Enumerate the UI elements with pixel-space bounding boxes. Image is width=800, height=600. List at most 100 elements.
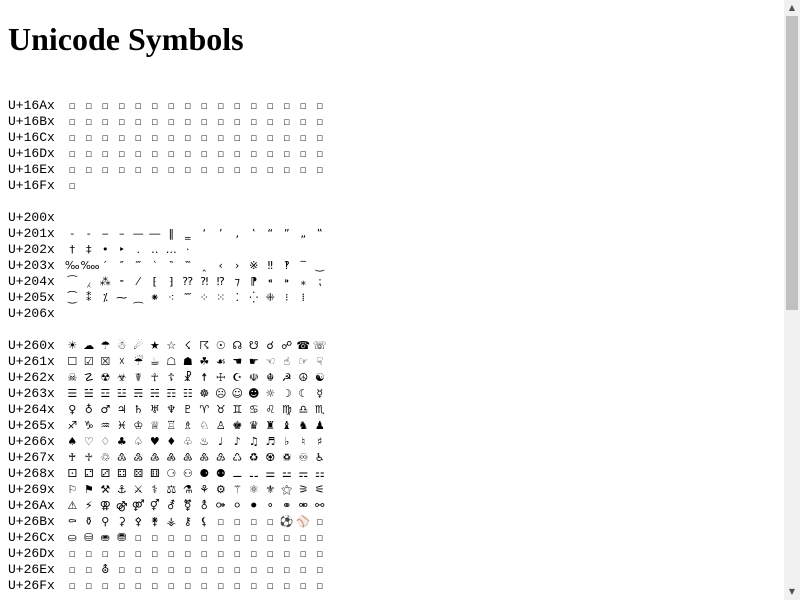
missing-glyph-icon: ▫ xyxy=(200,131,208,144)
glyph: ☮ xyxy=(298,371,309,384)
scrollbar-thumb[interactable] xyxy=(786,16,798,310)
glyph: ☧ xyxy=(183,371,193,384)
missing-glyph-icon: ▫ xyxy=(118,99,126,112)
glyph: ⚬ xyxy=(265,499,275,512)
code-row: U+266x ♠ ♡ ♢ ♣ ♤ ♥ ♦ ♧ ♨ ♩ ♪ ♫ ♬ ♭ ♮ ♯ xyxy=(8,432,328,449)
missing-glyph-icon: ▫ xyxy=(101,547,109,560)
glyph: ♇ xyxy=(182,403,193,416)
glyph: ⁒ xyxy=(102,291,108,304)
missing-glyph-icon: ▫ xyxy=(184,547,192,560)
glyph: ‰ xyxy=(64,259,80,272)
glyph: ⚆ xyxy=(166,467,177,480)
glyph: ⁀ xyxy=(67,275,77,288)
glyph: ⁅ xyxy=(152,275,157,288)
missing-glyph-icon: ▫ xyxy=(299,115,307,128)
glyph: ♁ xyxy=(84,403,93,416)
code-point-label: U+263x xyxy=(8,386,55,401)
code-point-label: U+26Bx xyxy=(8,514,55,529)
missing-glyph-icon: ▫ xyxy=(85,131,93,144)
glyph: ☗ xyxy=(182,355,193,368)
missing-glyph-icon: ▫ xyxy=(151,163,159,176)
glyph: ♰ xyxy=(68,451,77,464)
glyph: ☸ xyxy=(199,387,210,400)
missing-glyph-icon: ▫ xyxy=(167,131,175,144)
missing-glyph-icon: ▫ xyxy=(200,531,208,544)
code-row: U+26Bx ⚰ ⚱ ⚲ ⚳ ⚴ ⚵ ⚶ ⚷ ⚸ ▫ ▫ ▫ ▫ ⚽ ⚾ ▫ xyxy=(8,512,328,529)
glyph: † xyxy=(69,243,76,256)
glyph: ♊ xyxy=(232,403,243,416)
missing-glyph-icon: ▫ xyxy=(151,147,159,160)
glyph: ☑ xyxy=(83,355,94,368)
missing-glyph-icon: ▫ xyxy=(134,563,142,576)
glyph: ♩ xyxy=(218,435,224,448)
glyph: ⚚ xyxy=(232,483,243,496)
code-point-label: U+265x xyxy=(8,418,55,433)
glyph: ♎ xyxy=(298,403,309,416)
glyph: ☘ xyxy=(199,355,210,368)
glyph: ☓ xyxy=(118,355,125,368)
missing-glyph-icon: ▫ xyxy=(118,579,126,592)
glyph: ⚴ xyxy=(134,515,143,528)
missing-glyph-icon: ▫ xyxy=(283,163,291,176)
missing-glyph-icon: ▫ xyxy=(68,179,76,192)
missing-glyph-icon: ▫ xyxy=(167,531,175,544)
missing-glyph-icon: ▫ xyxy=(200,563,208,576)
glyph: ☹ xyxy=(215,387,227,400)
glyph: ⚸ xyxy=(200,515,209,528)
code-point-label: U+26Cx xyxy=(8,530,55,545)
code-row: U+26Fx ▫ ▫ ▫ ▫ ▫ ▫ ▫ ▫ ▫ ▫ ▫ ▫ ▫ ▫ ▫ ▫ xyxy=(8,576,328,593)
glyph: ⛁ xyxy=(84,531,94,544)
glyph: ⚙ xyxy=(215,483,226,496)
scroll-down-arrow-icon[interactable]: ▼ xyxy=(788,587,796,596)
glyph: ⚄ xyxy=(133,467,144,480)
code-point-label: U+16Cx xyxy=(8,130,55,145)
missing-glyph-icon: ▫ xyxy=(299,563,307,576)
missing-glyph-icon: ▫ xyxy=(200,99,208,112)
glyph: ⁁ xyxy=(87,275,91,288)
glyph: ⁉ xyxy=(216,275,225,288)
glyph: ⚵ xyxy=(150,515,159,528)
missing-glyph-icon: ▫ xyxy=(283,547,291,560)
glyph: ♤ xyxy=(133,435,144,448)
vertical-scrollbar[interactable]: ▲ ▼ xyxy=(784,0,800,600)
glyph: ☐ xyxy=(67,355,78,368)
missing-glyph-icon: ▫ xyxy=(134,531,142,544)
code-point-label: U+16Ax xyxy=(8,98,55,113)
glyph: ⚷ xyxy=(183,515,192,528)
code-row: U+201x ‐ ‑ ‒ – — ― ‖ ‗ ‘ ’ ‚ ‛ “ ” „ ‟ xyxy=(8,224,328,241)
code-point-label: U+264x xyxy=(8,402,55,417)
glyph: ⚩ xyxy=(216,499,226,512)
glyph: ⁆ xyxy=(169,275,174,288)
glyph: ☱ xyxy=(83,387,94,400)
glyph: ☳ xyxy=(116,387,127,400)
glyph: ⁙ xyxy=(216,291,226,304)
missing-glyph-icon: ▫ xyxy=(233,131,241,144)
glyph: ⁂ xyxy=(99,275,111,288)
missing-glyph-icon: ▫ xyxy=(101,163,109,176)
glyph: ☰ xyxy=(67,387,78,400)
glyph: ☁ xyxy=(83,339,95,352)
glyph: ‗ xyxy=(185,227,191,240)
missing-glyph-icon: ▫ xyxy=(217,515,225,528)
missing-glyph-icon: ▫ xyxy=(217,163,225,176)
missing-glyph-icon: ▫ xyxy=(233,563,241,576)
glyph: ♾ xyxy=(298,451,309,464)
glyph: ⚐ xyxy=(67,483,78,496)
glyph: ⚈ xyxy=(199,467,210,480)
missing-glyph-icon: ▫ xyxy=(316,531,324,544)
glyph: ☛ xyxy=(248,355,259,368)
scroll-up-arrow-icon[interactable]: ▲ xyxy=(788,3,796,12)
code-row: U+204x ⁀ ⁁ ⁂ ⁃ ⁄ ⁅ ⁆ ⁇ ⁈ ⁉ ⁊ ⁋ ⁌ ⁍ ⁎ ⁏ xyxy=(8,272,328,289)
glyph: ♫ xyxy=(248,435,259,448)
glyph: ‵ xyxy=(153,259,157,272)
glyph: ♄ xyxy=(133,403,144,416)
missing-glyph-icon: ▫ xyxy=(118,115,126,128)
code-point-label: U+16Dx xyxy=(8,146,55,161)
missing-glyph-icon: ▫ xyxy=(167,163,175,176)
missing-glyph-icon: ▫ xyxy=(68,547,76,560)
glyph: ‼ xyxy=(267,259,273,272)
missing-glyph-icon: ▫ xyxy=(68,163,76,176)
missing-glyph-icon: ▫ xyxy=(217,99,225,112)
glyph: ⚟ xyxy=(314,483,325,496)
code-row: U+16Ex ▫ ▫ ▫ ▫ ▫ ▫ ▫ ▫ ▫ ▫ ▫ ▫ ▫ ▫ ▫ ▫ xyxy=(8,160,328,177)
